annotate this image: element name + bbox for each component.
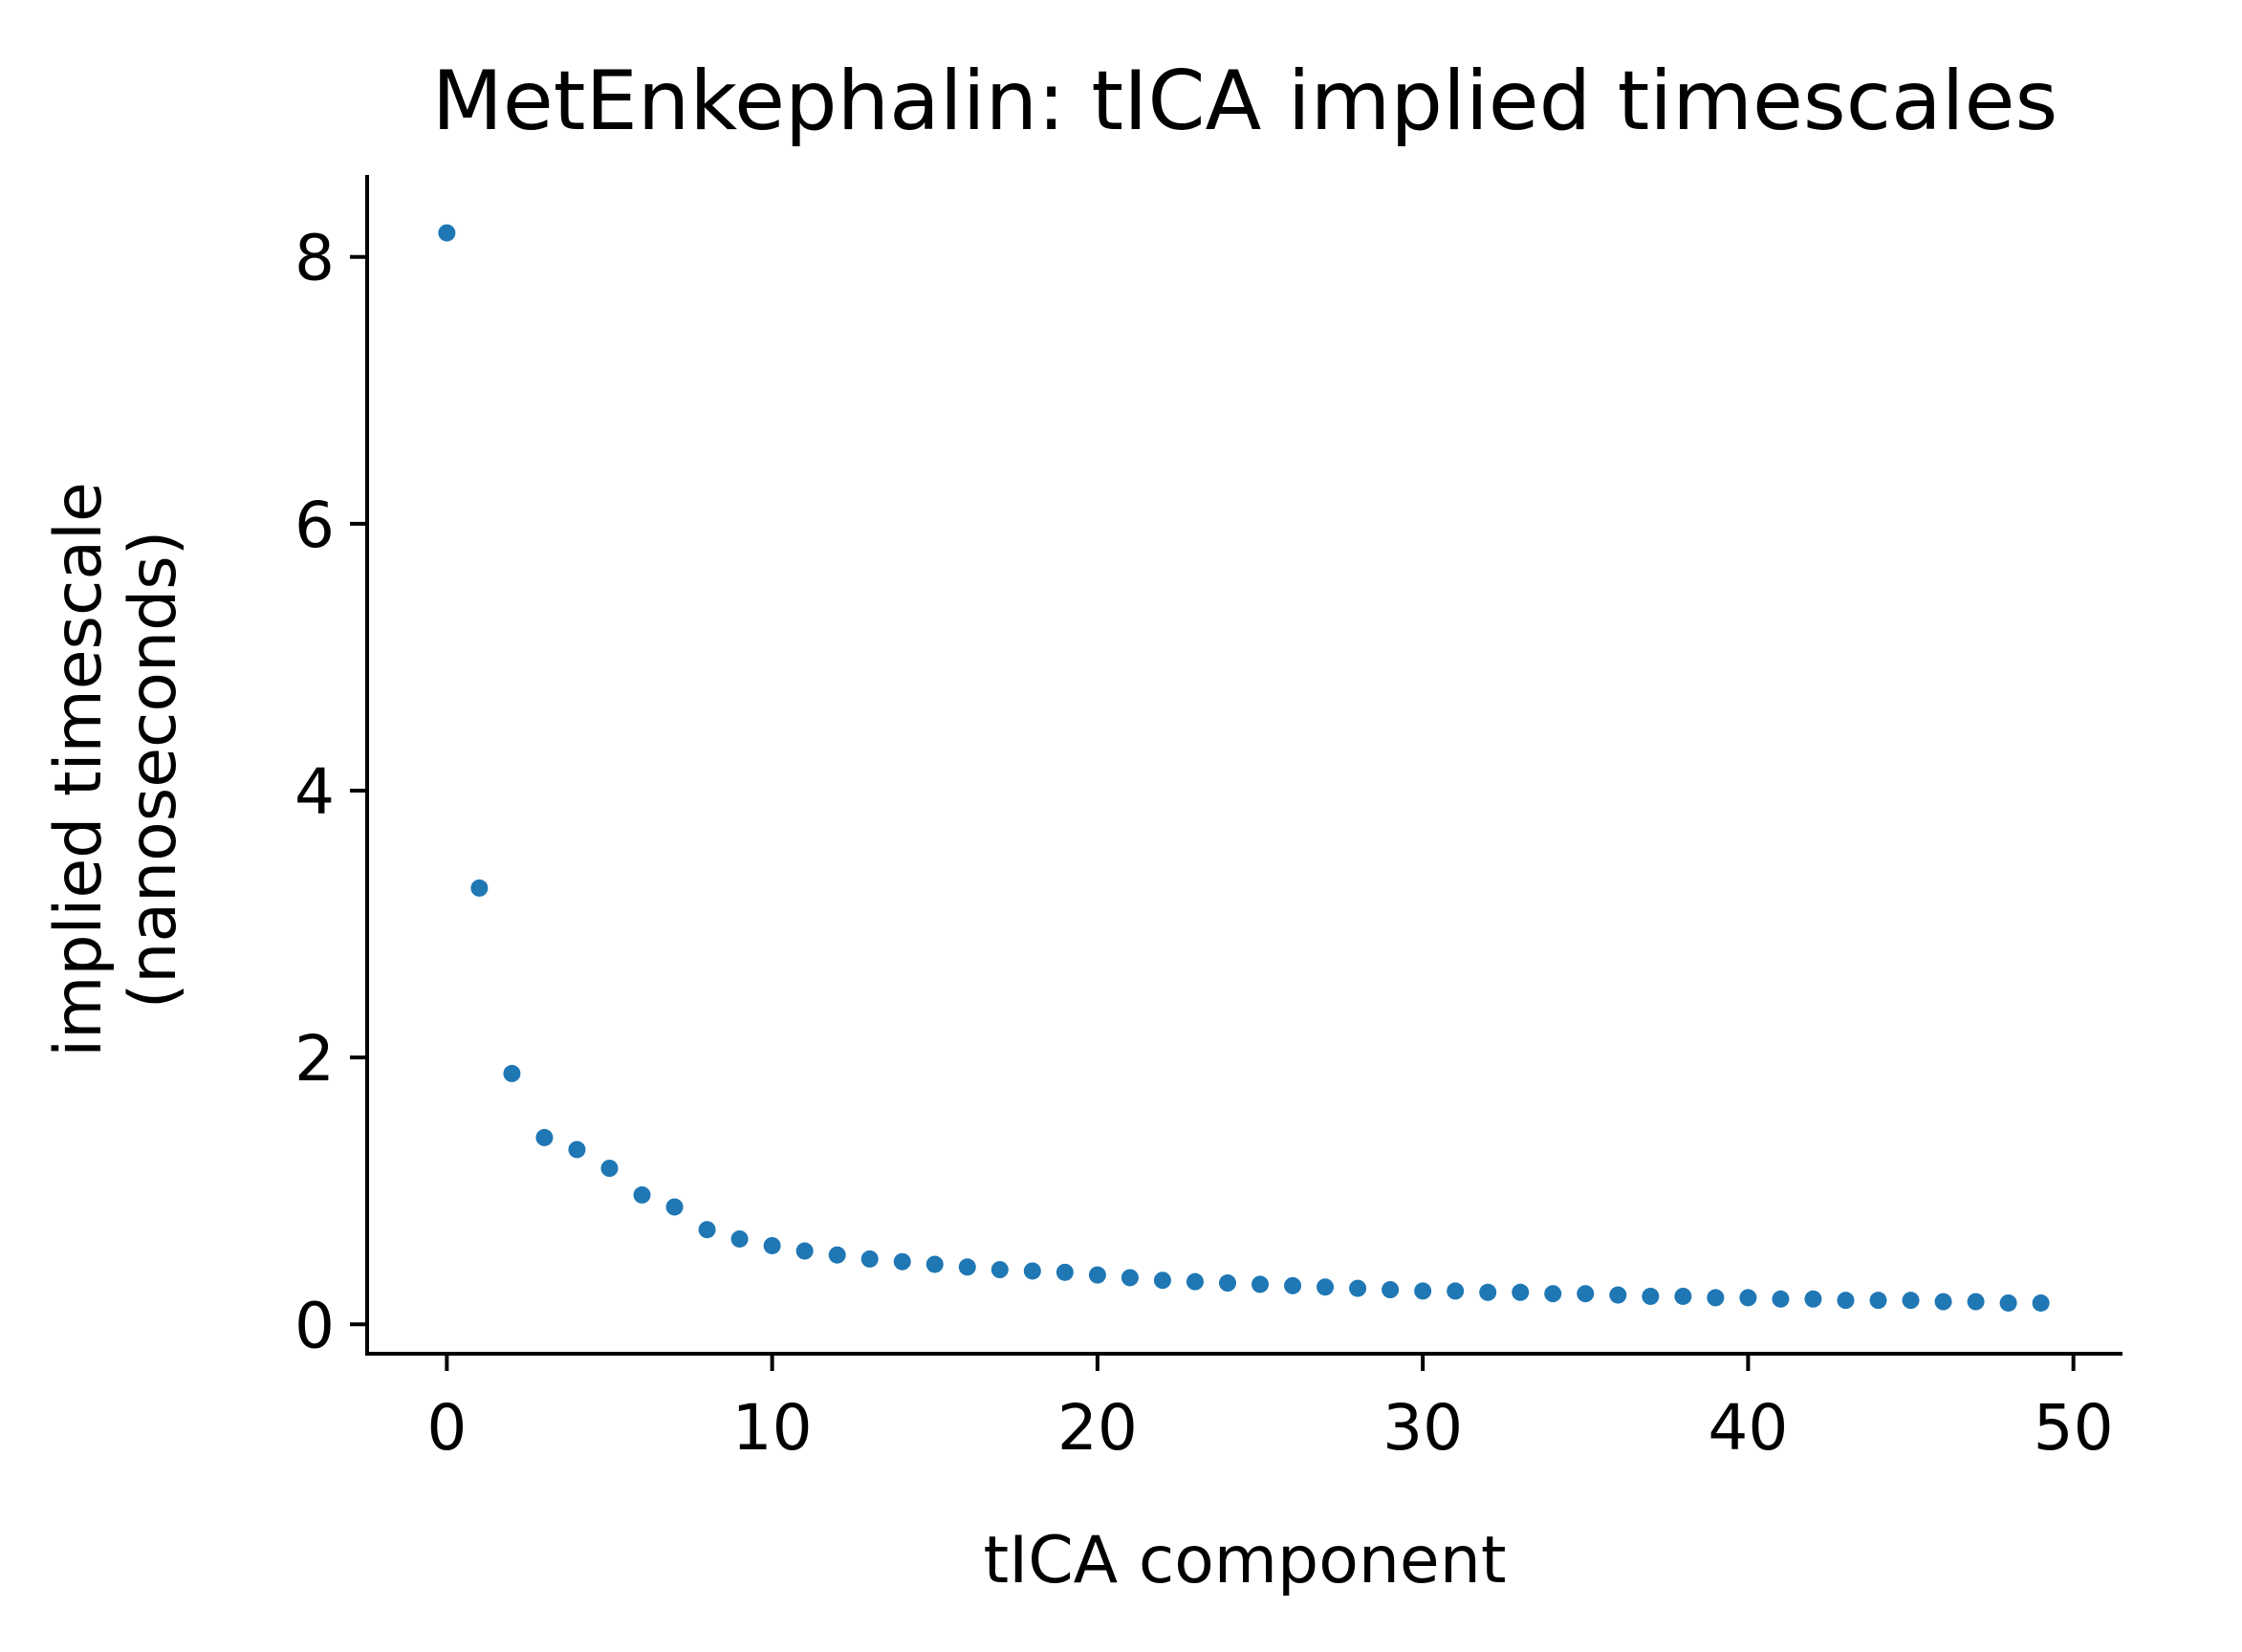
data-point [1088,1266,1106,1284]
data-point [990,1261,1009,1279]
y-tick-label: 4 [294,755,335,829]
data-point [1153,1272,1171,1290]
data-point [1414,1282,1432,1300]
y-axis-label: implied timescale (nanoseconds) [41,482,191,1057]
data-point [1056,1263,1074,1281]
x-tick-label: 0 [426,1391,467,1465]
data-point [1999,1293,2017,1312]
data-point [1317,1278,1335,1296]
data-point [665,1198,684,1216]
x-tick-label: 50 [2034,1391,2114,1465]
data-point [763,1236,781,1254]
data-point [1674,1287,1692,1305]
data-point [860,1250,879,1268]
data-point [1218,1274,1236,1293]
x-axis-label: tICA component [983,1523,1506,1598]
data-point [470,879,489,897]
data-point [1512,1283,1530,1301]
data-point [1934,1293,1952,1311]
data-point [893,1252,911,1271]
data-point [535,1128,554,1146]
data-point [1447,1282,1465,1300]
data-point [1609,1286,1627,1304]
data-point [600,1159,619,1177]
data-point [1902,1292,1920,1310]
x-tick-label: 20 [1057,1391,1138,1465]
data-point [1121,1269,1139,1287]
data-point [958,1258,976,1276]
data-point [1349,1279,1367,1297]
data-point [568,1141,586,1159]
data-point [1869,1292,1887,1310]
y-tick-label: 0 [294,1289,335,1362]
data-point [1804,1290,1822,1308]
data-point [1642,1287,1660,1305]
data-point [1252,1275,1270,1293]
data-point [1837,1292,1855,1310]
data-point [1284,1276,1302,1294]
data-point [730,1229,749,1248]
data-point [1577,1285,1595,1303]
y-tick-label: 6 [294,489,335,562]
data-point [1186,1272,1204,1291]
data-point [1967,1293,1985,1311]
y-axis-label-line-2: (nanoseconds) [116,531,191,1009]
data-point [1772,1290,1790,1308]
data-point [795,1242,814,1260]
data-point [503,1064,521,1082]
data-point [1382,1281,1400,1299]
data-points [438,224,2050,1312]
y-tick-label: 8 [294,222,335,295]
data-point [1707,1289,1725,1307]
data-point [1479,1283,1497,1301]
data-point [1023,1262,1041,1280]
x-tick-label: 30 [1382,1391,1463,1465]
data-point [438,224,456,242]
data-point [698,1221,716,1239]
data-point [633,1185,651,1204]
x-tick-label: 40 [1708,1391,1788,1465]
data-point [828,1246,846,1264]
y-axis-ticks: 0 2 4 6 8 [294,222,367,1362]
data-point [925,1255,944,1273]
data-point [1544,1285,1562,1303]
y-tick-label: 2 [294,1022,335,1096]
x-axis-ticks: 0 10 20 30 40 50 [426,1354,2114,1465]
data-point [1739,1289,1757,1307]
data-point [2032,1293,2050,1312]
chart-title: MetEnkephalin: tICA implied timescales [432,54,2058,149]
y-axis-label-line-1: implied timescale [41,482,117,1057]
x-tick-label: 10 [732,1391,813,1465]
